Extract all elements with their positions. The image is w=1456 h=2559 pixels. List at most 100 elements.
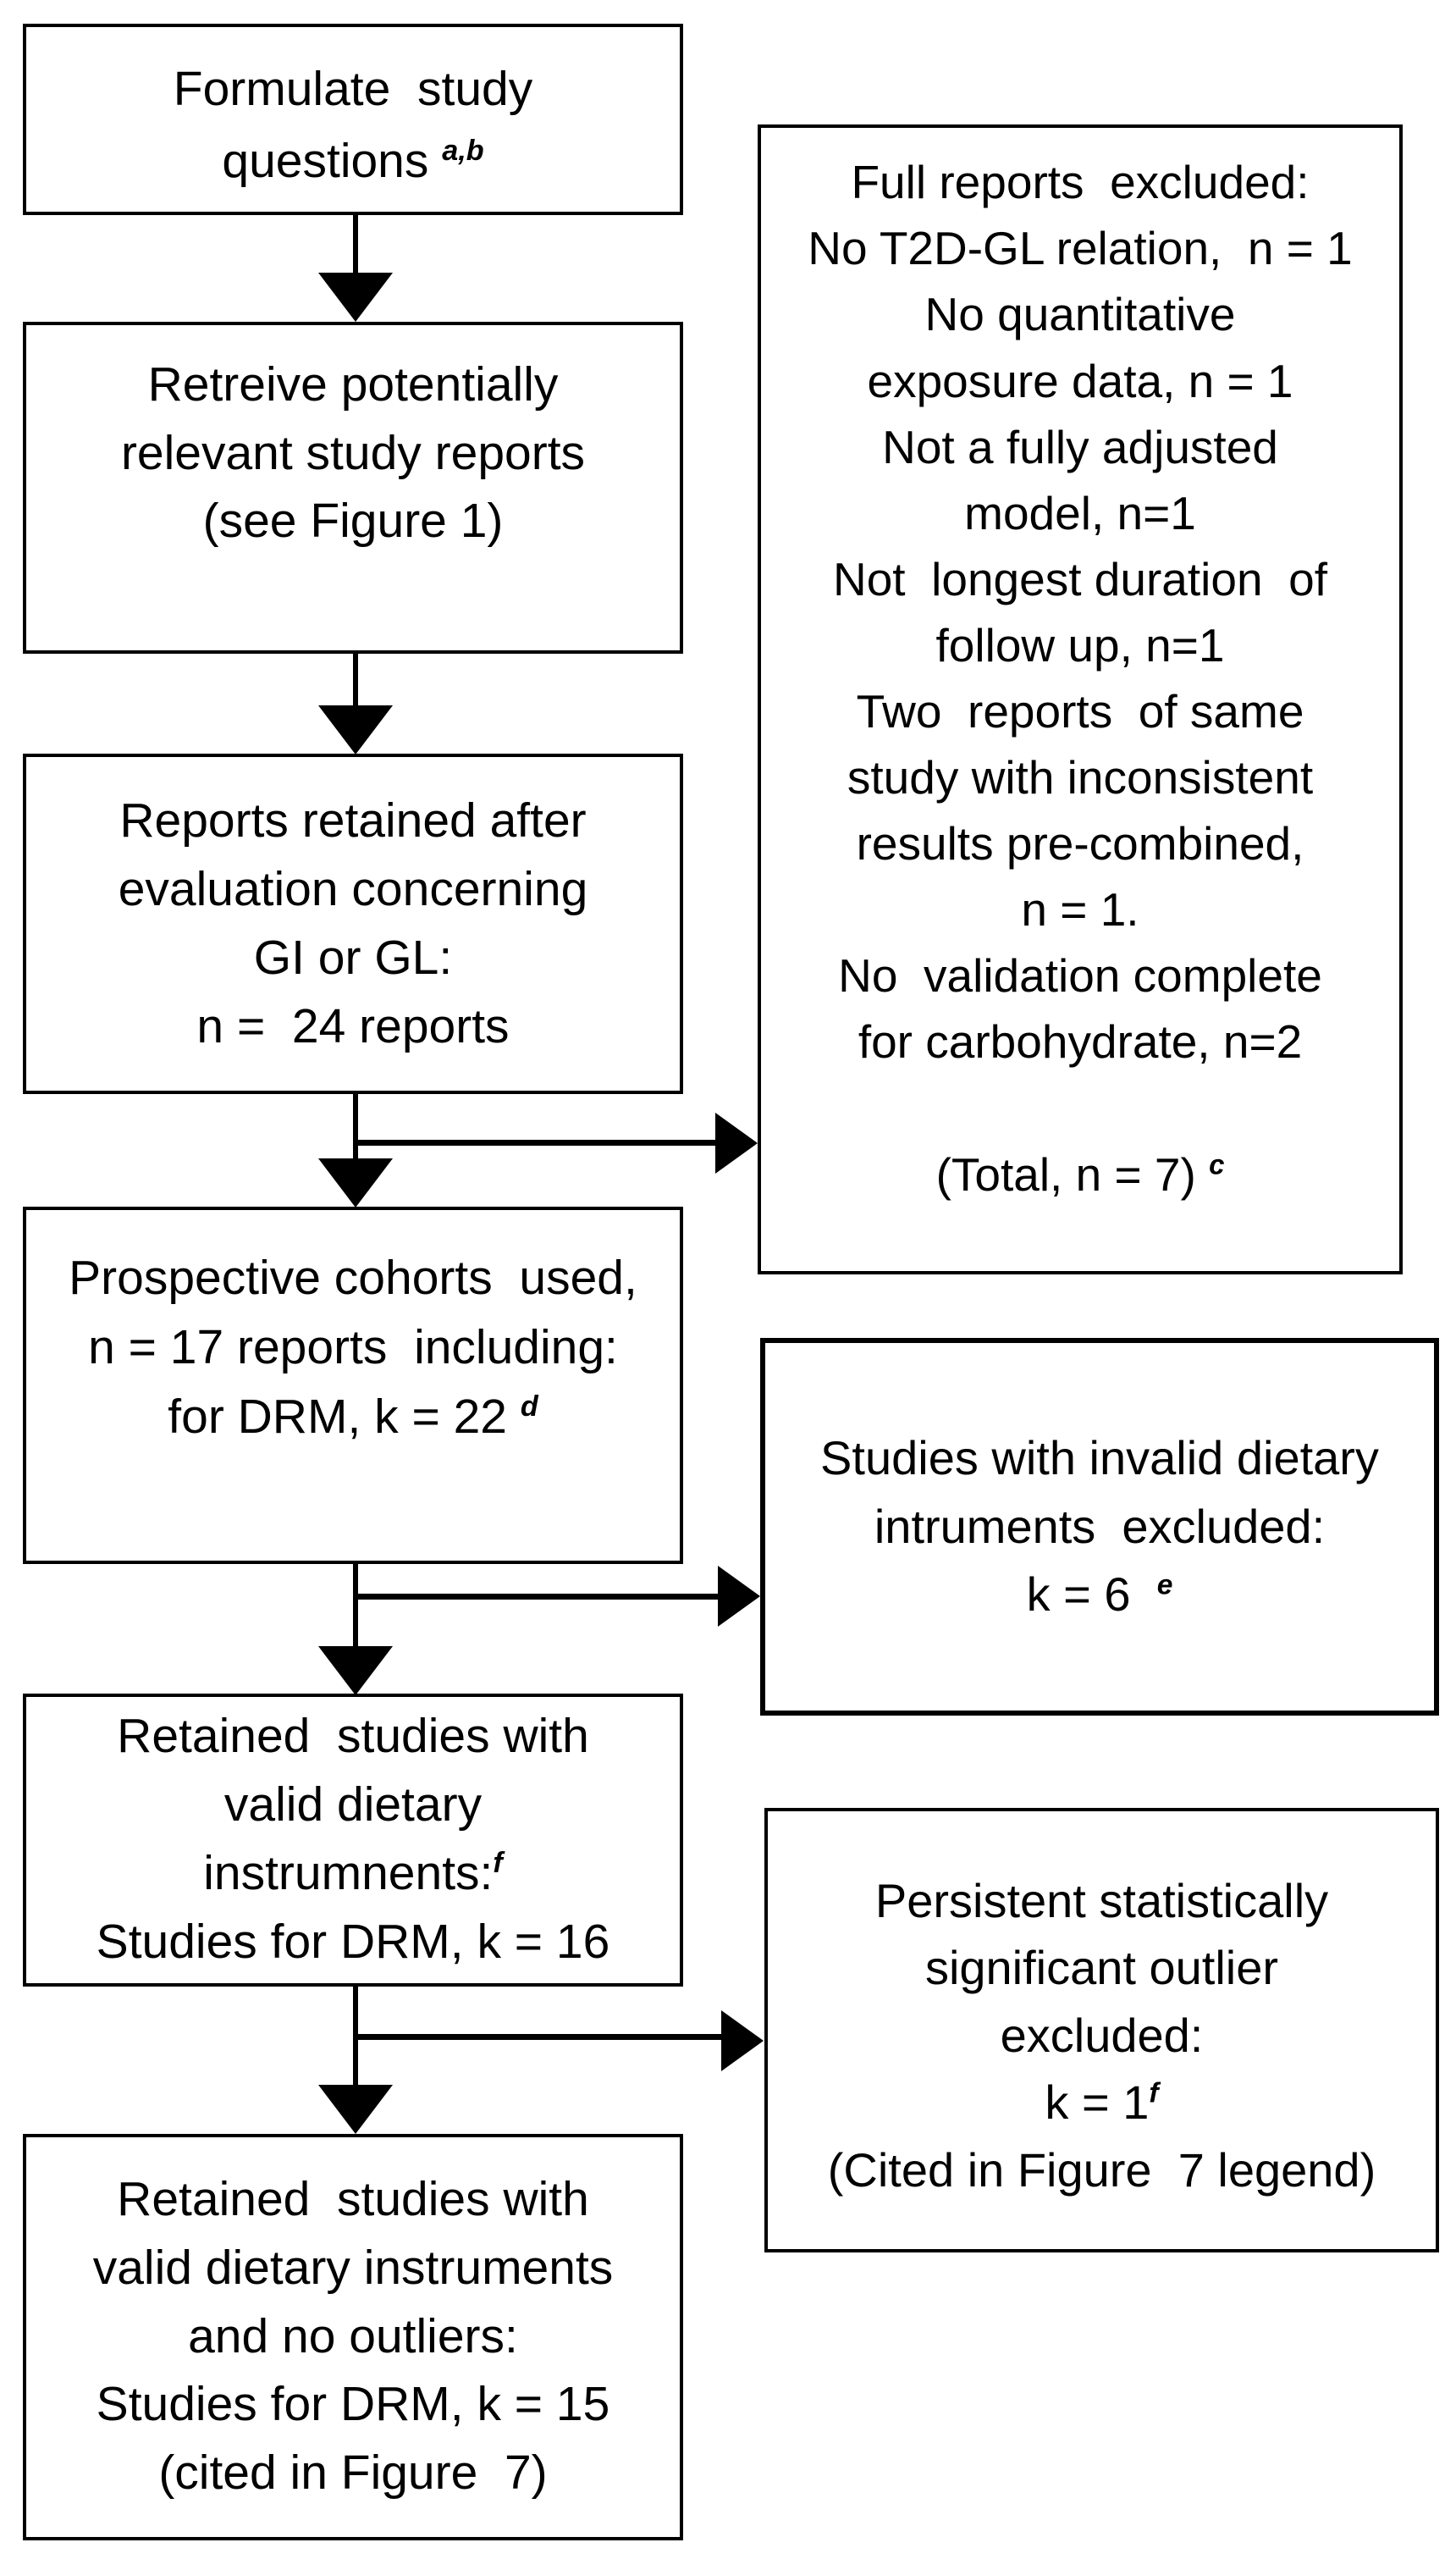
- box-text-line: follow up, n=1: [761, 612, 1399, 678]
- text: instrumnents:: [203, 1846, 494, 1900]
- box-outlier-excluded: Persistent statistically significant out…: [764, 1808, 1439, 2252]
- box-text-line: Prospective cohorts used,: [26, 1243, 680, 1313]
- text: questions: [222, 134, 443, 188]
- arrowhead-down-icon: [318, 273, 393, 322]
- footnote-marker-c: c: [1209, 1148, 1225, 1180]
- text: significant outlier: [924, 1941, 1279, 1995]
- box-text-line: results pre-combined,: [761, 810, 1399, 876]
- box-text-line: k = 1f: [768, 2070, 1436, 2137]
- box-text-line: n = 24 reports: [26, 992, 680, 1061]
- box-text-line: (see Figure 1): [26, 488, 680, 556]
- box-full-reports-excluded: Full reports excluded: No T2D-GL relatio…: [758, 124, 1403, 1274]
- box-retained-no-outliers: Retained studies with valid dietary inst…: [23, 2134, 683, 2540]
- arrow-branch-line-to-exclusions-1: [356, 1140, 718, 1146]
- footnote-marker-e: e: [1156, 1569, 1173, 1601]
- text: No T2D-GL relation, n = 1: [808, 222, 1353, 275]
- text: k = 1: [1045, 2075, 1150, 2130]
- text: valid dietary: [223, 1777, 483, 1832]
- text: No quantitative: [924, 288, 1236, 341]
- box-text-line: Studies with invalid dietary: [765, 1424, 1434, 1493]
- box-text-line: (Total, n = 7) c: [761, 1141, 1399, 1208]
- text: relevant study reports: [120, 425, 586, 480]
- box-text-line: excluded:: [768, 2003, 1436, 2070]
- box-text-line: Studies for DRM, k = 16: [26, 1909, 680, 1977]
- box-text-line: valid dietary instruments: [26, 2235, 680, 2303]
- box-text-line: valid dietary: [26, 1771, 680, 1840]
- footnote-marker-ab: a,b: [442, 135, 484, 167]
- box-text-line: (cited in Figure 7): [26, 2440, 680, 2508]
- box-text-line: Persistent statistically: [768, 1868, 1436, 1936]
- arrow-line-4: [353, 1564, 358, 1650]
- text: Retreive potentially: [147, 356, 559, 412]
- text: Persistent statistically: [874, 1873, 1329, 1927]
- text: Studies for DRM, k = 16: [96, 1914, 610, 1969]
- box-text-line: Retreive potentially: [26, 351, 680, 420]
- box-reports-retained-gi-gl: Reports retained after evaluation concer…: [23, 754, 683, 1094]
- text: n = 24 reports: [196, 998, 510, 1053]
- footnote-marker-d: d: [520, 1390, 538, 1423]
- arrow-branch-line-to-exclusions-3: [356, 2034, 723, 2040]
- box-text-line: n = 1.: [761, 876, 1399, 942]
- text: Two reports of same: [856, 685, 1304, 738]
- box-text-line: GI or GL:: [26, 924, 680, 992]
- box-invalid-instruments-excluded: Studies with invalid dietary intruments …: [760, 1338, 1439, 1716]
- box-text-line-blank: [761, 1075, 1399, 1141]
- box-text-line: No T2D-GL relation, n = 1: [761, 215, 1399, 281]
- box-formulate-study-questions: Formulate study questions a,b: [23, 24, 683, 215]
- box-text-line: exposure data, n = 1: [761, 348, 1399, 414]
- box-text-line: relevant study reports: [26, 420, 680, 489]
- box-text-line: Retained studies with: [26, 1703, 680, 1771]
- footnote-marker-f: f: [493, 1847, 503, 1879]
- arrowhead-down-icon: [318, 1646, 393, 1695]
- text: valid dietary instruments: [92, 2240, 614, 2295]
- box-text-line: Reports retained after: [26, 787, 680, 855]
- text: Not a fully adjusted: [882, 420, 1278, 473]
- text: excluded:: [1000, 2008, 1204, 2062]
- box-text-line: Not a fully adjusted: [761, 414, 1399, 480]
- text: n = 17 reports including:: [88, 1319, 618, 1374]
- text: and no outliers:: [188, 2308, 518, 2363]
- text: Studies for DRM, k = 15: [96, 2377, 610, 2432]
- box-text-line: questions a,b: [26, 125, 680, 198]
- arrowhead-down-icon: [318, 705, 393, 754]
- arrowhead-down-icon: [318, 1158, 393, 1208]
- arrow-line-1: [353, 214, 358, 275]
- text: Full reports excluded:: [851, 156, 1310, 209]
- box-text-line: study with inconsistent: [761, 744, 1399, 810]
- text: for carbohydrate, n=2: [858, 1015, 1303, 1069]
- text: exposure data, n = 1: [867, 354, 1293, 407]
- text: Reports retained after: [119, 793, 587, 848]
- text: (Total, n = 7): [935, 1147, 1210, 1201]
- text: (cited in Figure 7): [158, 2446, 548, 2501]
- footnote-marker-f: f: [1149, 2077, 1159, 2109]
- box-text-line: No quantitative: [761, 281, 1399, 347]
- box-text-line: (Cited in Figure 7 legend): [768, 2137, 1436, 2205]
- arrow-line-2: [353, 654, 358, 708]
- arrowhead-right-icon: [721, 2010, 764, 2071]
- box-text-line: instrumnents:f: [26, 1840, 680, 1909]
- text: study with inconsistent: [847, 751, 1314, 804]
- box-text-line: significant outlier: [768, 1935, 1436, 2003]
- arrowhead-right-icon: [718, 1566, 760, 1627]
- box-text-line: Studies for DRM, k = 15: [26, 2371, 680, 2440]
- box-text-line: Formulate study: [26, 53, 680, 126]
- text: GI or GL:: [253, 931, 453, 985]
- text: Retained studies with: [117, 1709, 589, 1764]
- arrowhead-right-icon: [715, 1113, 758, 1174]
- text: model, n=1: [964, 486, 1196, 539]
- arrow-line-3: [353, 1094, 358, 1163]
- box-text-line: intruments excluded:: [765, 1493, 1434, 1561]
- text: for DRM, k = 22: [168, 1390, 521, 1445]
- box-text-line: Retained studies with: [26, 2166, 680, 2235]
- text: results pre-combined,: [856, 817, 1304, 871]
- text: evaluation concerning: [118, 862, 588, 917]
- box-text-line: k = 6 e: [765, 1561, 1434, 1629]
- box-text-line: Two reports of same: [761, 678, 1399, 744]
- arrow-branch-line-to-exclusions-2: [356, 1594, 720, 1600]
- text: Studies with invalid dietary: [820, 1431, 1379, 1485]
- arrowhead-down-icon: [318, 2085, 393, 2134]
- text: Not longest duration of: [833, 552, 1327, 605]
- text: No validation complete: [838, 949, 1322, 1003]
- box-prospective-cohorts: Prospective cohorts used, n = 17 reports…: [23, 1207, 683, 1564]
